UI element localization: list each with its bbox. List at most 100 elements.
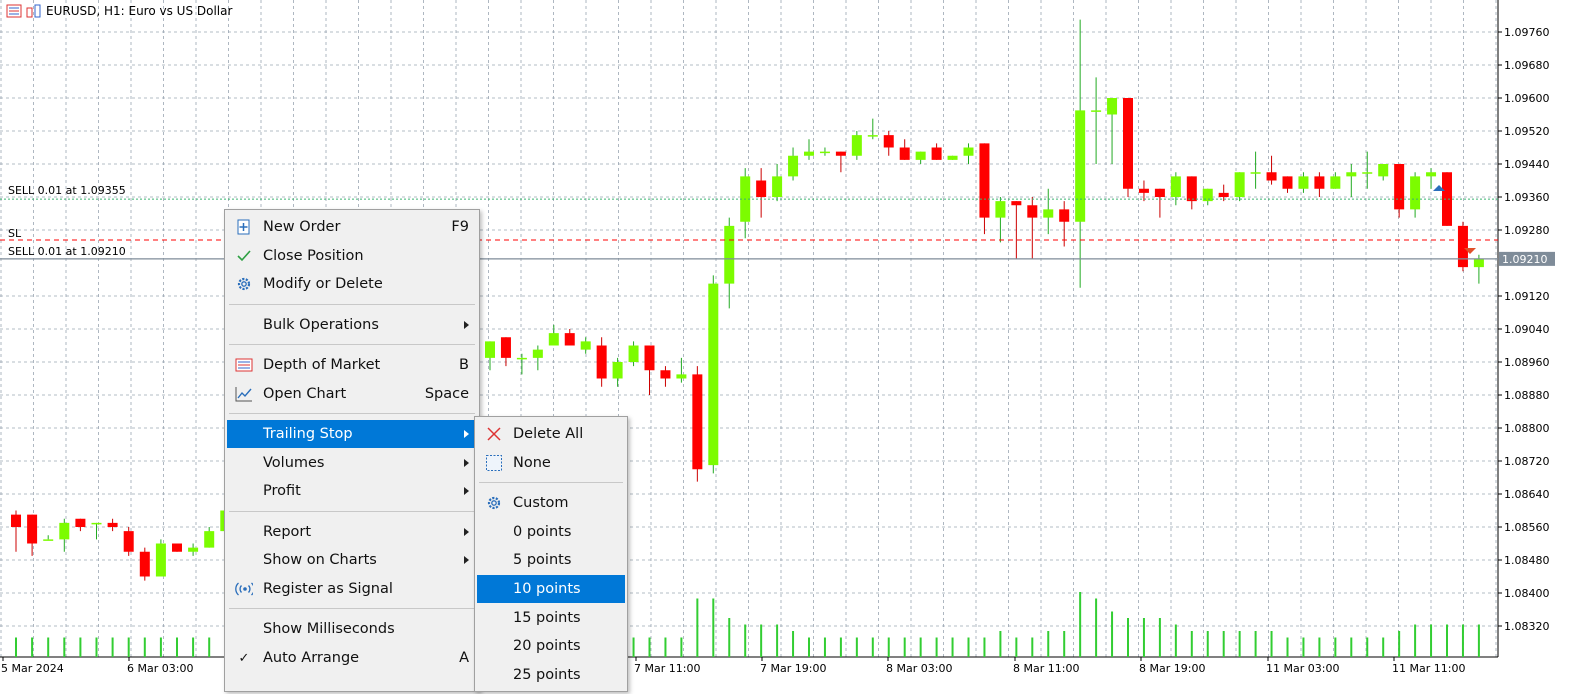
candle-body (123, 531, 134, 552)
candle-body (947, 155, 958, 160)
menu-item-new-order[interactable]: New Order F9 (227, 213, 477, 241)
depth-of-market-icon[interactable] (6, 4, 22, 18)
menu-item-modify-or-delete[interactable]: Modify or Delete (227, 270, 477, 298)
price-label: 1.08400 (1504, 587, 1550, 600)
candle-body (788, 155, 799, 177)
gear-icon (235, 275, 253, 293)
chart-line-icon (235, 385, 253, 403)
submenu-item-0-points[interactable]: 0 points (477, 518, 625, 546)
candle-body (1027, 205, 1038, 218)
candle-body (1298, 176, 1309, 189)
candle-body (1330, 176, 1341, 189)
menu-item-profit[interactable]: Profit (227, 477, 477, 505)
candle-body (1346, 172, 1357, 177)
menu-label: Report (263, 524, 312, 540)
candle-body (155, 543, 166, 577)
gear-icon (485, 494, 503, 512)
submenu-arrow-icon (464, 528, 469, 536)
candle-body (1123, 98, 1133, 189)
candle-body (11, 514, 21, 527)
candle-body (979, 143, 990, 218)
menu-item-register-as-signal[interactable]: Register as Signal (227, 575, 477, 603)
price-label: 1.08320 (1504, 620, 1550, 633)
price-label: 1.09120 (1504, 290, 1550, 303)
price-label: 1.09680 (1504, 59, 1550, 72)
candle-body (804, 151, 814, 156)
candle-body (628, 345, 639, 362)
time-label: 8 Mar 03:00 (886, 662, 952, 675)
submenu-item-none[interactable]: None (477, 449, 625, 477)
submenu-item-delete-all[interactable]: Delete All (477, 420, 625, 448)
candle-body (1282, 176, 1293, 189)
candle-body (1059, 209, 1070, 222)
candle-body (1362, 172, 1373, 174)
candle-body (1442, 172, 1452, 226)
price-label: 1.08960 (1504, 356, 1550, 369)
trailing-stop-submenu[interactable]: Delete All None Custom 0 points 5 points… (474, 416, 628, 692)
submenu-item-10-points[interactable]: 10 points (477, 575, 625, 603)
candle-body (1394, 164, 1405, 210)
menu-label: Delete All (513, 426, 584, 442)
candle-body (500, 337, 511, 358)
candle-body (1250, 172, 1261, 174)
submenu-item-5-points[interactable]: 5 points (477, 546, 625, 574)
submenu-item-20-points[interactable]: 20 points (477, 632, 625, 660)
sell-order-label: SELL 0.01 at 1.09210 (8, 245, 126, 258)
candle-body (1234, 172, 1245, 197)
one-click-trading-icon[interactable] (26, 4, 42, 18)
candle-body (724, 225, 735, 284)
menu-label: Profit (263, 483, 301, 499)
candle-body (1457, 225, 1468, 268)
menu-item-bulk-operations[interactable]: Bulk Operations (227, 311, 477, 339)
depth-of-market-icon (235, 356, 253, 374)
candle-body (835, 151, 846, 156)
menu-item-volumes[interactable]: Volumes (227, 449, 477, 477)
submenu-arrow-icon (464, 459, 469, 467)
candle-body (139, 551, 150, 577)
submenu-item-25-points[interactable]: 25 points (477, 661, 625, 689)
candle-body (485, 341, 495, 358)
menu-item-show-on-charts[interactable]: Show on Charts (227, 546, 477, 574)
candle-body (1186, 176, 1197, 202)
price-label: 1.08720 (1504, 455, 1550, 468)
candle-body (867, 135, 878, 137)
submenu-arrow-icon (464, 321, 469, 329)
trade-arrow-icon (1433, 185, 1445, 191)
checkmark-icon (235, 247, 253, 265)
candle-body (899, 147, 910, 160)
candle-body (612, 362, 623, 379)
check-mark-icon: ✓ (238, 650, 250, 666)
menu-item-close-position[interactable]: Close Position (227, 242, 477, 270)
menu-separator (229, 511, 475, 512)
price-label: 1.08880 (1504, 389, 1550, 402)
price-label: 1.09040 (1504, 323, 1550, 336)
candle-body (188, 547, 199, 552)
candle-body (1138, 188, 1149, 193)
candle-body (1266, 172, 1277, 181)
candle-body (1314, 176, 1325, 189)
menu-item-trailing-stop[interactable]: Trailing Stop (227, 420, 477, 448)
price-label: 1.09600 (1504, 92, 1550, 105)
menu-separator (229, 344, 475, 345)
candle-body (963, 147, 974, 156)
candle-body (580, 341, 591, 350)
menu-label: Close Position (263, 248, 364, 264)
menu-item-auto-arrange[interactable]: ✓ Auto Arrange A (227, 644, 477, 672)
menu-label: Show on Charts (263, 552, 377, 568)
menu-item-report[interactable]: Report (227, 518, 477, 546)
menu-item-depth-of-market[interactable]: Depth of Market B (227, 351, 477, 379)
price-label: 1.08480 (1504, 554, 1550, 567)
candle-body (107, 522, 118, 527)
price-label: 1.08560 (1504, 521, 1550, 534)
context-menu[interactable]: New Order F9 Close Position Modify or De… (224, 209, 480, 692)
submenu-item-custom[interactable]: Custom (477, 489, 625, 517)
submenu-item-15-points[interactable]: 15 points (477, 604, 625, 632)
menu-item-open-chart[interactable]: Open Chart Space (227, 380, 477, 408)
candle-body (660, 370, 671, 379)
time-label: 11 Mar 11:00 (1392, 662, 1465, 675)
menu-item-show-milliseconds[interactable]: Show Milliseconds (227, 615, 477, 643)
candle-body (708, 283, 719, 466)
candle-body (931, 147, 942, 160)
menu-label: 25 points (513, 667, 581, 683)
price-label: 1.08640 (1504, 488, 1550, 501)
